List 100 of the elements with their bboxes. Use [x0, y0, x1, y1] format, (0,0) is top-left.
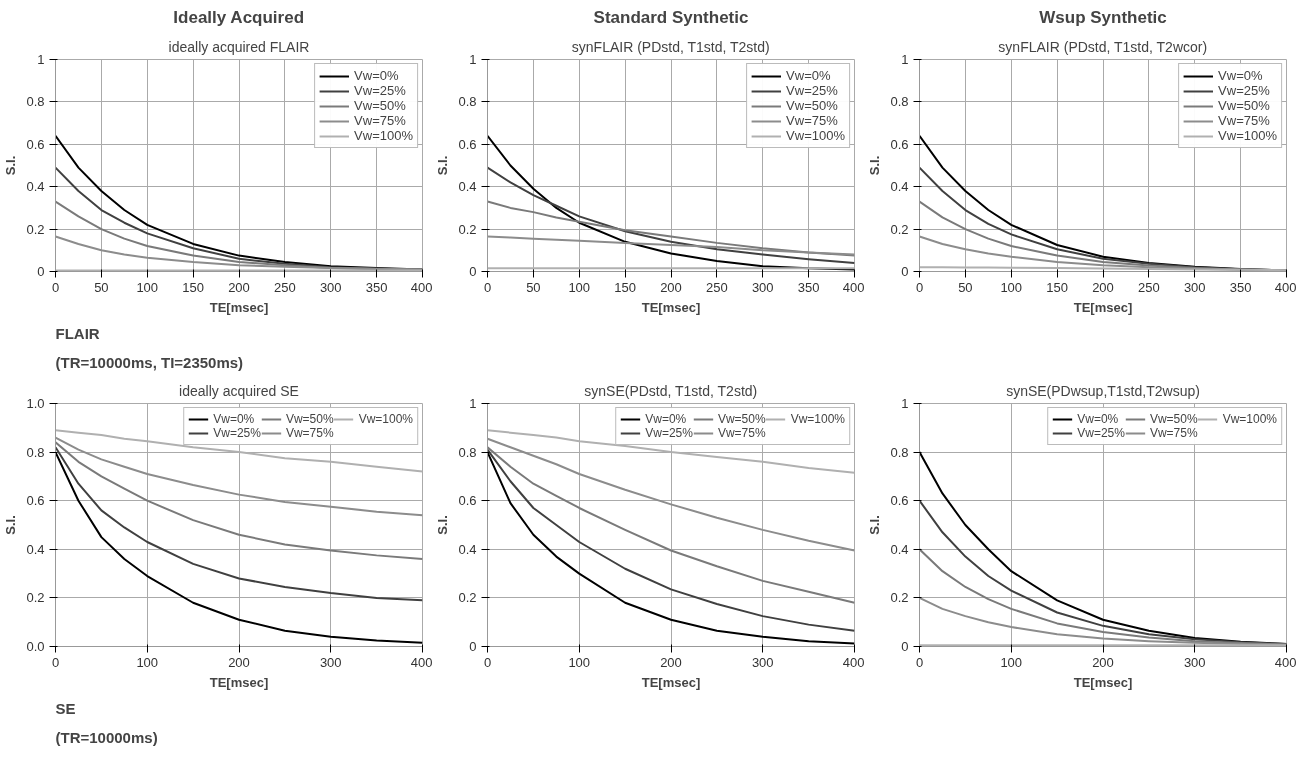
x-tick-label: 100: [568, 279, 591, 295]
legend-label: Vw=0%: [1077, 412, 1119, 426]
x-tick-label: 300: [319, 279, 342, 295]
x-tick-label: 50: [94, 279, 109, 295]
x-tick-label: 200: [1092, 279, 1114, 295]
text: SE: [55, 699, 76, 717]
legend-label: Vw=100%: [790, 412, 845, 426]
x-tick-label: 250: [1138, 279, 1160, 295]
x-tick-label: 300: [751, 654, 774, 670]
x-tick-label: 300: [1183, 654, 1206, 670]
legend-label: Vw=0%: [645, 412, 687, 426]
y-tick-label: 0: [469, 264, 477, 279]
y-tick-label: 0: [37, 264, 45, 279]
x-tick-label: 100: [1000, 654, 1023, 670]
x-axis-title: TE[msec]: [641, 674, 701, 690]
text: FLAIR: [55, 324, 100, 342]
line-series: [55, 436, 423, 517]
x-axis-title: TE[msec]: [209, 674, 269, 690]
y-tick-label: 0.2: [26, 221, 45, 237]
y-tick-label: 0.8: [890, 444, 909, 460]
line-series: [487, 200, 855, 257]
y-tick-label: 0.6: [26, 136, 45, 152]
line-series: [487, 166, 855, 265]
y-tick-label: 1: [469, 52, 477, 67]
y-axis-title: S.I.: [3, 155, 19, 176]
text: Standard Synthetic: [593, 7, 749, 27]
legend-label: Vw=50%: [1218, 98, 1270, 113]
legend-label: Vw=25%: [786, 83, 838, 98]
y-tick-label: 0.2: [890, 221, 909, 237]
legend-label: Vw=100%: [358, 412, 413, 426]
x-tick-label: 150: [614, 279, 636, 295]
y-tick-label: 0: [901, 264, 909, 279]
y-axis-title: S.I.: [867, 155, 883, 176]
x-axis-title: TE[msec]: [1073, 674, 1133, 690]
y-tick-label: 0.4: [26, 541, 45, 557]
x-tick-label: 50: [958, 279, 973, 295]
x-tick-label: 400: [1274, 654, 1297, 670]
x-tick-label: 100: [136, 279, 159, 295]
x-tick-label: 300: [319, 654, 342, 670]
line-series: [487, 437, 855, 552]
legend-label: Vw=0%: [354, 68, 399, 83]
legend-label: Vw=100%: [786, 128, 845, 143]
legend-label: Vw=0%: [213, 412, 255, 426]
y-axis-title: S.I.: [435, 515, 451, 535]
legend-label: Vw=25%: [354, 83, 406, 98]
y-tick-label: 0.8: [26, 94, 45, 110]
x-tick-label: 200: [228, 279, 250, 295]
chart-title: ideally acquired SE: [179, 382, 299, 399]
legend-label: Vw=50%: [786, 98, 838, 113]
text: Ideally Acquired: [173, 7, 305, 27]
x-tick-label: 400: [1274, 279, 1297, 295]
legend-label: Vw=50%: [1149, 412, 1198, 426]
x-tick-label: 150: [182, 279, 204, 295]
y-tick-label: 0.4: [458, 541, 477, 557]
legend-label: Vw=100%: [354, 128, 413, 143]
y-tick-label: 0.6: [458, 136, 477, 152]
y-tick-label: 1: [901, 396, 909, 411]
y-tick-label: 0.4: [890, 179, 909, 195]
x-tick-label: 400: [842, 279, 865, 295]
x-tick-label: 0: [483, 654, 492, 670]
y-axis-title: S.I.: [435, 155, 451, 176]
x-tick-label: 100: [1000, 279, 1023, 295]
chart-title: synFLAIR (PDstd, T1std, T2wcor): [998, 38, 1208, 55]
legend-label: Vw=75%: [717, 426, 766, 440]
legend-label: Vw=25%: [645, 426, 693, 440]
y-tick-label: 0.4: [458, 179, 477, 195]
y-tick-label: 0.2: [890, 590, 909, 606]
y-tick-label: 0: [469, 639, 477, 654]
chart-title: ideally acquired FLAIR: [168, 38, 310, 55]
y-tick-label: 0.4: [26, 179, 45, 195]
x-tick-label: 350: [365, 279, 388, 295]
x-tick-label: 200: [660, 654, 682, 670]
x-tick-label: 150: [1046, 279, 1068, 295]
y-tick-label: 0.6: [890, 136, 909, 152]
x-tick-label: 50: [526, 279, 541, 295]
x-tick-label: 300: [1183, 279, 1206, 295]
y-tick-label: 1.0: [26, 396, 45, 411]
legend-label: Vw=0%: [1218, 68, 1263, 83]
x-axis-title: TE[msec]: [641, 299, 701, 315]
x-axis-title: TE[msec]: [209, 299, 269, 315]
y-tick-label: 1: [37, 52, 45, 67]
line-series: [55, 446, 423, 602]
legend-label: Vw=50%: [717, 412, 766, 426]
legend-label: Vw=75%: [1218, 113, 1270, 128]
x-tick-label: 0: [483, 279, 492, 295]
chart-title: synSE(PDstd, T1std, T2std): [584, 382, 758, 399]
text: (TR=10000ms): [55, 728, 158, 746]
y-tick-label: 0: [901, 639, 909, 654]
x-tick-label: 100: [136, 654, 159, 670]
chart-title: synFLAIR (PDstd, T1std, T2std): [571, 38, 770, 55]
x-tick-label: 400: [842, 654, 865, 670]
y-tick-label: 0.4: [890, 541, 909, 557]
x-tick-label: 0: [51, 279, 60, 295]
x-axis-title: TE[msec]: [1073, 299, 1133, 315]
legend-label: Vw=75%: [786, 113, 838, 128]
y-tick-label: 0.8: [458, 444, 477, 460]
y-tick-label: 0.6: [890, 493, 909, 509]
legend-label: Vw=50%: [354, 98, 406, 113]
x-tick-label: 0: [51, 654, 60, 670]
legend-label: Vw=0%: [786, 68, 831, 83]
